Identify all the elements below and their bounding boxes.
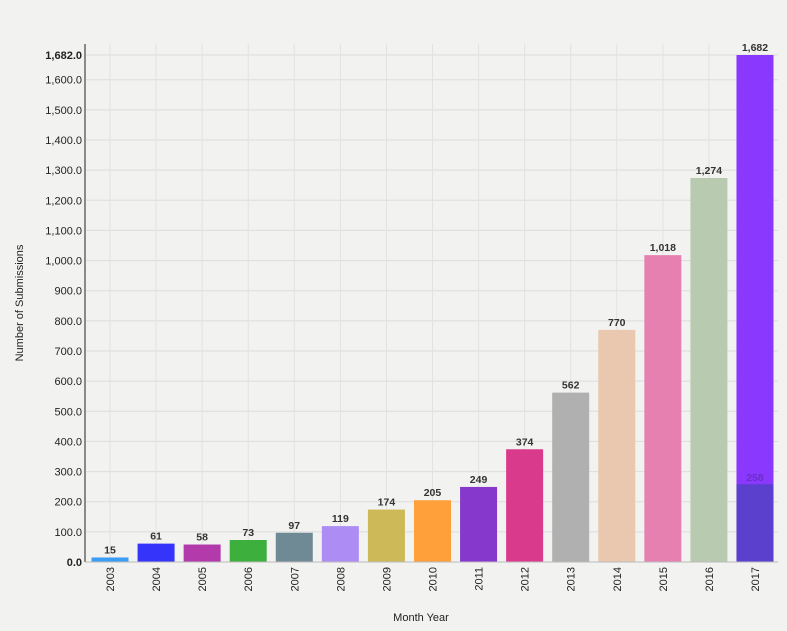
y-tick-label: 100.0 [54, 527, 82, 539]
data-label-2011: 249 [470, 474, 488, 486]
x-tick-label: 2017 [750, 567, 762, 591]
y-tick-label: 1,200.0 [45, 195, 82, 207]
y-tick-label: 1,000.0 [45, 256, 82, 268]
data-labels: 15 61 58 73 97 119 174 205 249 374 562 770 1,018 1,27… [104, 42, 768, 556]
y-axis-ticks: 0.0 100.0 200.0 300.0 400.0 500.0 600.0 700.0 80… [45, 50, 82, 569]
data-label-2005: 58 [196, 532, 208, 544]
bar-2014[interactable] [598, 329, 636, 562]
data-label-2006: 73 [242, 527, 254, 539]
bar-2016[interactable] [690, 177, 728, 562]
y-tick-label: 300.0 [54, 467, 82, 479]
y-tick-label: 400.0 [54, 436, 82, 448]
gridlines [86, 44, 778, 562]
data-label-2004: 61 [150, 531, 162, 543]
data-label-2017: 1,682 [742, 42, 768, 54]
y-tick-label: 700.0 [54, 346, 82, 358]
y-tick-label: 1,682.0 [45, 50, 82, 62]
x-tick-label: 2013 [566, 567, 578, 591]
x-tick-label: 2006 [243, 567, 255, 591]
x-tick-label: 2015 [658, 567, 670, 591]
y-axis-title: Number of Submissions [14, 244, 26, 361]
bar-2017[interactable] [736, 55, 774, 562]
y-tick-label: 1,600.0 [45, 75, 82, 87]
x-tick-label: 2014 [612, 567, 624, 591]
y-tick-label: 200.0 [54, 497, 82, 509]
x-tick-label: 2016 [704, 567, 716, 591]
x-tick-label: 2010 [427, 567, 439, 591]
bar-2015[interactable] [644, 255, 682, 562]
x-tick-label: 2011 [474, 567, 486, 591]
x-tick-label: 2004 [151, 567, 163, 591]
y-tick-label: 800.0 [54, 316, 82, 328]
bars [91, 55, 774, 562]
y-tick-label: 1,100.0 [45, 225, 82, 237]
data-label-2008: 119 [332, 513, 349, 525]
x-tick-label: 2009 [381, 567, 393, 591]
y-tick-label: 600.0 [54, 376, 82, 388]
bar-2003[interactable] [91, 557, 129, 562]
data-label-2010: 205 [424, 487, 442, 499]
bar-2004[interactable] [137, 543, 175, 562]
overlay-bar-2017[interactable] [736, 484, 774, 562]
bar-2011[interactable] [460, 486, 498, 562]
y-tick-label: 0.0 [67, 557, 82, 569]
x-tick-label: 2005 [197, 567, 209, 591]
x-tick-label: 2007 [289, 567, 301, 591]
x-tick-label: 2008 [335, 567, 347, 591]
y-tick-label: 1,500.0 [45, 105, 82, 117]
data-label-2009: 174 [378, 497, 396, 509]
data-label-2007: 97 [288, 520, 300, 532]
x-axis-title: Month Year [393, 612, 449, 624]
bar-2012[interactable] [506, 449, 544, 562]
bar-2013[interactable] [552, 392, 590, 562]
x-tick-label: 2012 [520, 567, 532, 591]
data-label-2015: 1,018 [650, 242, 676, 254]
bar-2009[interactable] [367, 509, 405, 562]
bar-2005[interactable] [183, 544, 221, 562]
y-tick-label: 900.0 [54, 286, 82, 298]
y-tick-label: 500.0 [54, 406, 82, 418]
x-axis-ticks: 2003 2004 2005 2006 2007 2008 2009 2010 2011 2012… [105, 567, 762, 591]
y-tick-label: 1,400.0 [45, 135, 82, 147]
data-label-2013: 562 [562, 380, 580, 392]
bar-2007[interactable] [275, 532, 313, 562]
bar-2008[interactable] [321, 526, 359, 562]
data-label-2012: 374 [516, 436, 534, 448]
bar-2010[interactable] [413, 500, 451, 562]
data-label-2014: 770 [608, 317, 626, 329]
data-label-2003: 15 [104, 544, 116, 556]
x-tick-label: 2003 [105, 567, 117, 591]
y-tick-label: 1,300.0 [45, 165, 82, 177]
overlay-data-label: 258 [746, 472, 764, 484]
data-label-2016: 1,274 [696, 165, 722, 177]
bar-2006[interactable] [229, 539, 267, 562]
